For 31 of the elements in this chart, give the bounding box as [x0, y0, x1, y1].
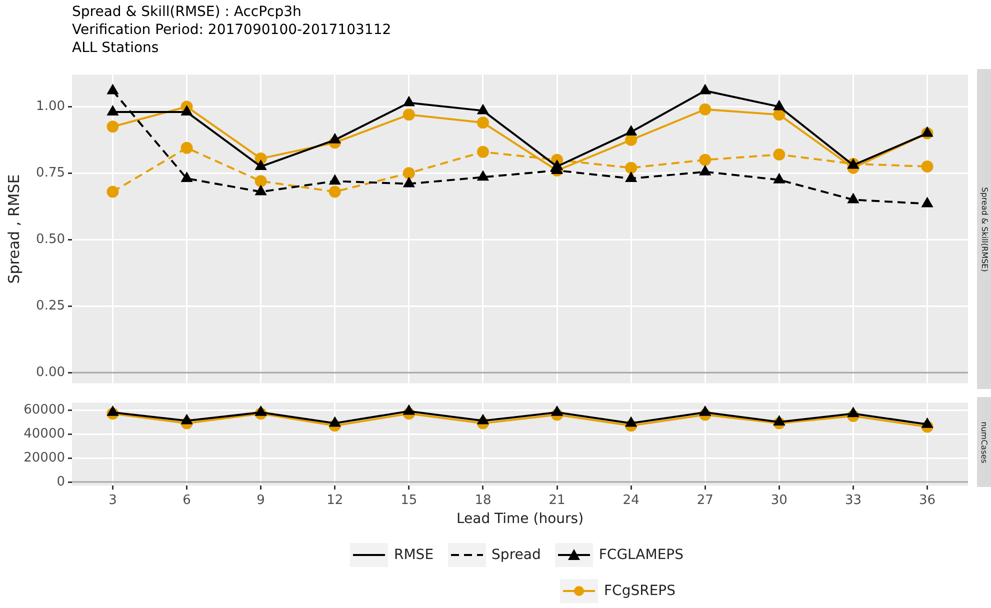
legend-label: FCgSREPS — [604, 583, 676, 599]
x-tick-label: 3 — [108, 492, 117, 508]
y-tick-label: 1.00 — [36, 99, 65, 114]
x-tick-label: 30 — [770, 492, 788, 508]
x-tick-label: 27 — [696, 492, 714, 508]
x-tick-label: 21 — [548, 492, 566, 508]
text: numCases — [980, 421, 988, 463]
text: Spread — [492, 547, 541, 563]
x-tick-label: 9 — [256, 492, 265, 508]
text: RMSE — [394, 547, 434, 563]
y-tick-label: 20000 — [24, 450, 65, 466]
x-tick-label: 24 — [622, 492, 640, 508]
y-tick-label: 40000 — [24, 426, 65, 442]
y-tick-label: 0.00 — [36, 364, 65, 380]
x-tick-label: 33 — [844, 492, 862, 508]
x-axis-title: Lead Time (hours) — [456, 511, 584, 528]
chart-title: Spread & Skill(RMSE) : AccPcp3h — [72, 3, 302, 21]
chart-subtitle: Verification Period: 2017090100-2017103112 ALL Stations — [72, 21, 392, 57]
x-tick-label: 36 — [919, 492, 936, 508]
y-tick-label: 0.25 — [36, 298, 65, 314]
x-tick-label: 12 — [326, 492, 344, 508]
x-tick-label: 15 — [400, 492, 418, 508]
x-tick-label: 6 — [182, 492, 191, 508]
text: Spread & Skill(RMSE) — [980, 186, 988, 272]
y-tick-label: 0 — [56, 474, 65, 490]
y-tick-label: 0.50 — [36, 232, 65, 248]
y-tick-label: 0.75 — [36, 166, 65, 181]
y-axis-title: Spread , RMSE — [4, 174, 23, 284]
y-tick-label: 60000 — [24, 402, 65, 418]
legend-label: FCGLAMEPS — [598, 547, 684, 563]
x-tick-label: 18 — [474, 492, 492, 508]
